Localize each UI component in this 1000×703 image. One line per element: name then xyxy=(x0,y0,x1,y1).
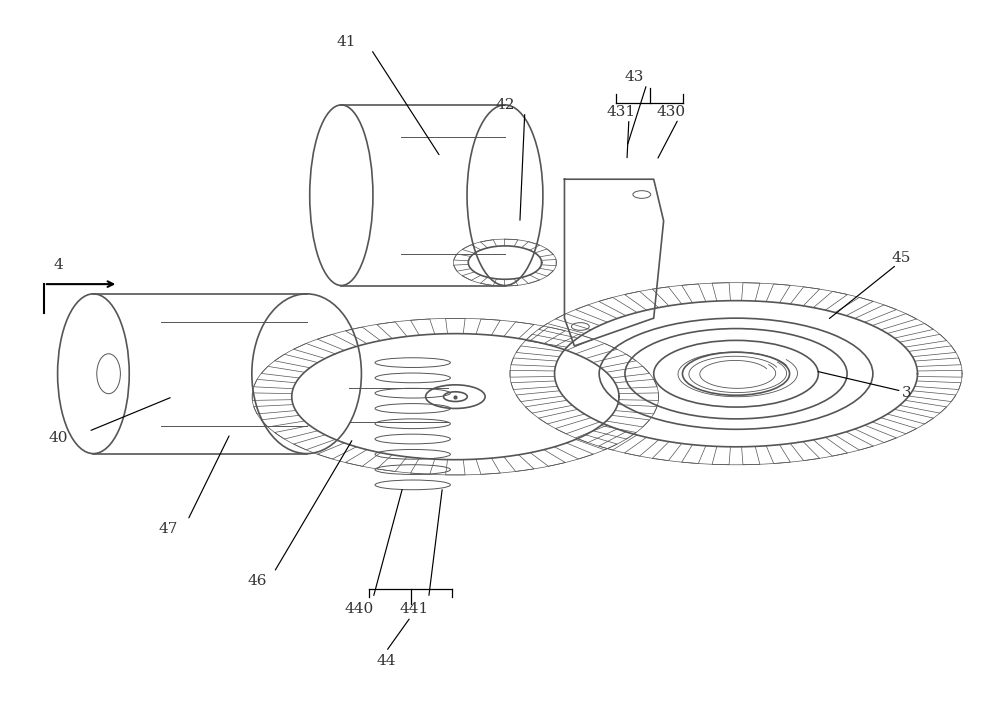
Text: 41: 41 xyxy=(337,35,356,49)
Text: 47: 47 xyxy=(158,522,177,536)
Text: 3: 3 xyxy=(902,386,911,400)
Text: 40: 40 xyxy=(49,432,68,445)
Text: 42: 42 xyxy=(495,98,515,112)
Text: 431: 431 xyxy=(606,105,636,119)
Text: 440: 440 xyxy=(345,602,374,616)
Text: 430: 430 xyxy=(656,105,685,119)
Text: 45: 45 xyxy=(892,251,911,265)
Text: 44: 44 xyxy=(376,654,396,668)
Text: 46: 46 xyxy=(247,574,267,588)
Text: 43: 43 xyxy=(624,70,644,84)
Text: 441: 441 xyxy=(399,602,428,616)
Text: 4: 4 xyxy=(54,258,64,271)
